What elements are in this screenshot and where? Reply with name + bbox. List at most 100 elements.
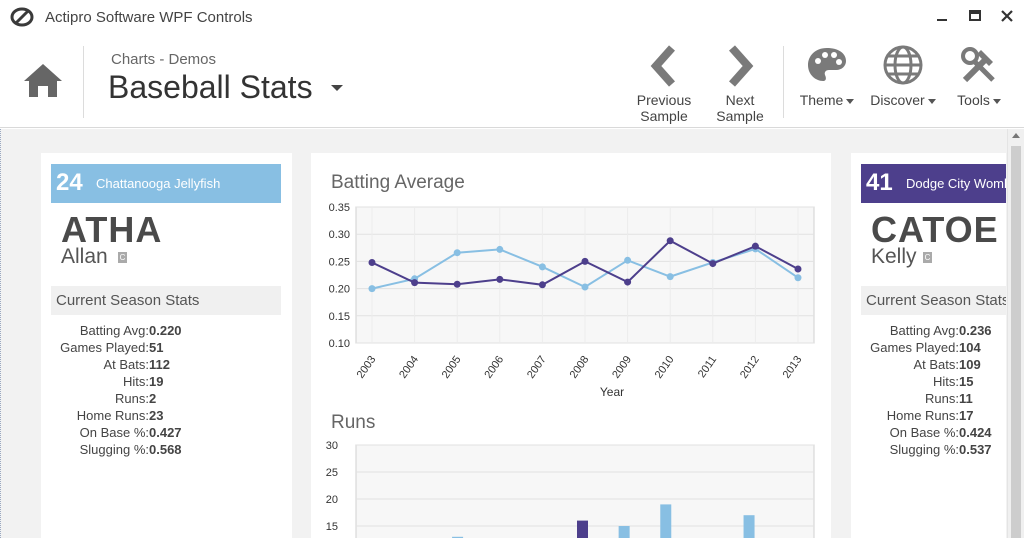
- stat-row: Slugging %: 0.568: [51, 441, 281, 458]
- data-point: [368, 258, 376, 266]
- next-sample-button[interactable]: Next Sample: [712, 44, 768, 124]
- stat-value: 15: [959, 374, 974, 389]
- previous-label-line2: Sample: [640, 108, 688, 124]
- season-stats-heading: Current Season Stats: [861, 286, 1006, 315]
- charts-svg: 0.35 0.30 0.25 0.20 0.15 0.10 2003 2004 2005 2006…: [326, 202, 815, 538]
- tools-label: Tools: [957, 92, 990, 108]
- x-tick-label: 2013: [781, 354, 805, 381]
- bar-atha: [660, 504, 672, 538]
- y-tick-label: 0.35: [329, 202, 350, 214]
- palette-icon: [808, 48, 846, 81]
- stat-value: 11: [959, 391, 973, 406]
- y-tick-label: 0.15: [329, 311, 350, 323]
- x-axis-label: Year: [600, 385, 624, 399]
- chevron-down-icon: [927, 98, 936, 104]
- stat-value: 23: [149, 408, 164, 423]
- player-first-name: Kelly: [871, 245, 917, 268]
- stat-row: On Base %: 0.424: [861, 424, 1006, 441]
- tools-button[interactable]: Tools: [952, 44, 1006, 108]
- chevron-down-icon[interactable]: [331, 85, 343, 91]
- stat-row: Hits: 15: [861, 373, 1006, 390]
- stat-value: 109: [959, 357, 981, 372]
- data-point: [581, 257, 589, 265]
- previous-label-line1: Previous: [636, 92, 692, 108]
- header-bar: Charts - Demos Baseball Stats Previous S…: [0, 34, 1024, 128]
- player-number: 41: [866, 169, 893, 196]
- x-tick-label: 2012: [738, 354, 762, 381]
- stat-value: 51: [149, 340, 164, 355]
- chart-panel: Batting Average Runs 0.35 0.30 0.25 0.20 0.1…: [311, 153, 831, 538]
- position-badge: C: [118, 252, 127, 263]
- player-card-left: 24 Chattanooga Jellyfish ATHA Allan C Cu…: [41, 153, 292, 538]
- x-tick-label: 2003: [355, 354, 379, 381]
- discover-label: Discover: [870, 92, 925, 108]
- stat-label: Slugging %:: [889, 442, 959, 457]
- data-point: [624, 256, 632, 264]
- y-tick-label: 0.30: [329, 229, 350, 241]
- batting-chart-title: Batting Average: [331, 172, 465, 193]
- stat-row: On Base %: 0.427: [51, 424, 281, 441]
- theme-button[interactable]: Theme: [797, 44, 857, 108]
- home-icon[interactable]: [22, 61, 64, 101]
- data-point: [751, 242, 759, 250]
- bar-atha: [618, 526, 630, 538]
- stat-row: Home Runs: 23: [51, 407, 281, 424]
- stat-value: 0.427: [149, 425, 182, 440]
- data-point: [368, 285, 376, 293]
- stat-row: Batting Avg: 0.236: [861, 322, 1006, 339]
- bar-atha: [452, 536, 464, 538]
- scrollbar-thumb[interactable]: [1011, 146, 1021, 538]
- player-banner: 41 Dodge City Wombats: [861, 164, 1006, 203]
- stat-row: Hits: 19: [51, 373, 281, 390]
- x-tick-label: 2008: [568, 354, 592, 381]
- stat-label: On Base %:: [889, 425, 959, 440]
- separator: [83, 46, 84, 118]
- x-tick-label: 2009: [610, 354, 634, 381]
- stat-label: Runs:: [925, 391, 959, 406]
- y-tick-label: 20: [326, 494, 338, 506]
- bar-catoe: [577, 520, 588, 538]
- stat-value: 104: [959, 340, 981, 355]
- data-point: [538, 281, 546, 289]
- stat-value: 0.220: [149, 323, 182, 338]
- minimize-icon[interactable]: [932, 6, 952, 26]
- player-card-right: 41 Dodge City Wombats CATOE Kelly C Curr…: [851, 153, 1006, 538]
- x-tick-label: 2006: [482, 354, 506, 381]
- discover-button[interactable]: Discover: [868, 44, 938, 108]
- page-title[interactable]: Baseball Stats: [108, 69, 313, 105]
- data-point: [624, 278, 632, 286]
- stat-label: On Base %:: [79, 425, 149, 440]
- previous-sample-button[interactable]: Previous Sample: [633, 44, 695, 124]
- stat-label: Home Runs:: [76, 408, 149, 423]
- data-point: [794, 274, 802, 282]
- stat-row: Home Runs: 17: [861, 407, 1006, 424]
- y-tick-label: 30: [326, 440, 338, 452]
- maximize-icon[interactable]: [965, 6, 985, 26]
- stat-label: Batting Avg:: [889, 323, 959, 338]
- actipro-logo-icon: [10, 7, 34, 27]
- stat-row: Games Played: 104: [861, 339, 1006, 356]
- stat-value: 112: [149, 357, 170, 372]
- stat-value: 17: [959, 408, 974, 423]
- stat-label: Games Played:: [60, 340, 149, 355]
- chevron-up-icon[interactable]: [1012, 133, 1020, 138]
- data-point: [794, 265, 802, 273]
- y-tick-label: 0.10: [329, 338, 350, 350]
- position-badge: C: [923, 252, 932, 263]
- vertical-scrollbar[interactable]: [1007, 129, 1024, 538]
- next-label-line2: Sample: [716, 108, 764, 124]
- breadcrumb[interactable]: Charts - Demos: [111, 51, 217, 68]
- y-tick-label: 0.20: [329, 284, 350, 296]
- season-stats-list: Batting Avg: 0.220 Games Played: 51 At Bat…: [51, 322, 281, 458]
- player-first-name: Allan: [61, 245, 108, 268]
- player-last-name: ATHA: [61, 209, 163, 250]
- x-tick-label: 2010: [653, 354, 677, 381]
- x-tick-label: 2007: [525, 354, 549, 381]
- season-stats-list: Batting Avg: 0.236 Games Played: 104 At Ba…: [861, 322, 1006, 458]
- data-point: [496, 245, 504, 253]
- y-tick-label: 0.25: [329, 256, 350, 268]
- player-number: 24: [56, 169, 83, 196]
- close-icon[interactable]: [997, 6, 1017, 26]
- stat-row: Runs: 2: [51, 390, 281, 407]
- stat-row: At Bats: 109: [861, 356, 1006, 373]
